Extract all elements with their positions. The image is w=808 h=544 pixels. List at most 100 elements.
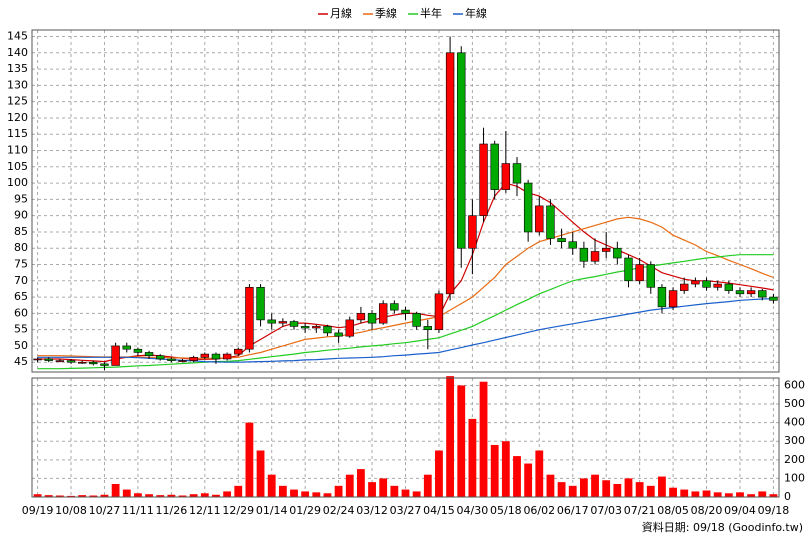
x-tick-label: 04/30 — [457, 504, 489, 517]
x-tick-label: 01/14 — [256, 504, 288, 517]
y-tick-label: 50 — [14, 339, 28, 352]
candle-body — [256, 287, 265, 321]
candle-body — [156, 355, 165, 360]
volume-bar — [111, 483, 120, 497]
x-tick-label: 12/29 — [222, 504, 254, 517]
volume-bar — [635, 482, 644, 497]
legend-label: 季線 — [375, 6, 397, 20]
candle-body — [501, 163, 511, 190]
candle-body — [758, 290, 767, 298]
candle-body — [66, 360, 76, 363]
volume-bar — [669, 487, 677, 497]
candle-body — [613, 247, 622, 259]
y2-tick-label: 300 — [784, 434, 805, 447]
candle-body — [713, 283, 722, 288]
volume-bar — [736, 492, 744, 497]
volume-bar — [290, 489, 298, 497]
y-tick-label: 125 — [7, 95, 28, 108]
legend-label: 年線 — [465, 6, 487, 20]
volume-bar — [435, 450, 443, 497]
volume-bar — [446, 376, 454, 497]
candle-body — [345, 319, 354, 337]
candle-body — [33, 358, 42, 361]
candle-body — [668, 290, 678, 308]
candle-body — [769, 296, 778, 301]
candle-body — [334, 332, 343, 337]
y-tick-label: 110 — [7, 144, 28, 157]
candle-body — [356, 313, 366, 321]
volume-bar — [457, 385, 466, 497]
candle-body — [122, 345, 131, 350]
candle-body — [601, 247, 611, 252]
volume-bar — [646, 485, 655, 497]
y-tick-label: 60 — [14, 306, 28, 319]
candle-body — [434, 293, 444, 330]
candle-body — [479, 143, 488, 216]
candle-body — [234, 348, 243, 355]
candle-body — [44, 358, 53, 361]
volume-bar — [546, 474, 555, 497]
candle-body — [367, 313, 377, 324]
candle-body — [735, 290, 745, 295]
candle-body — [133, 348, 143, 353]
volume-bar — [624, 478, 633, 497]
candle-body — [568, 241, 577, 249]
y-tick-label: 95 — [14, 192, 28, 205]
volume-bar — [200, 493, 209, 497]
x-tick-label: 02/24 — [323, 504, 355, 517]
volume-bar — [724, 493, 733, 497]
candle-body — [557, 238, 566, 243]
x-tick-label: 10/27 — [89, 504, 121, 517]
volume-bar — [401, 489, 410, 497]
volume-bar — [267, 474, 276, 497]
candle-body — [646, 264, 655, 288]
x-tick-label: 01/29 — [289, 504, 321, 517]
x-tick-label: 08/05 — [657, 504, 689, 517]
y-tick-label: 70 — [14, 274, 28, 287]
x-tick-label: 07/21 — [624, 504, 656, 517]
candle-body — [278, 321, 288, 324]
candle-body — [691, 280, 700, 285]
candle-body — [211, 353, 221, 360]
volume-bar — [479, 381, 488, 497]
source-note: 資料日期: 09/18 (Goodinfo.tw) — [642, 520, 803, 534]
y2-tick-label: 0 — [784, 490, 791, 503]
candle-body — [267, 319, 276, 324]
y-tick-label: 115 — [7, 127, 28, 140]
volume-bar — [524, 463, 533, 497]
x-tick-label: 09/18 — [758, 504, 790, 517]
candle-body — [378, 303, 388, 324]
volume-bar — [33, 494, 42, 497]
y2-tick-label: 200 — [784, 453, 805, 466]
volume-bar — [167, 494, 176, 497]
y-tick-label: 80 — [14, 241, 28, 254]
candle-body — [579, 247, 589, 262]
volume-bar — [178, 495, 187, 497]
candle-body — [702, 280, 711, 288]
candle-body — [412, 313, 421, 327]
volume-bar — [357, 469, 365, 497]
candle-body — [401, 309, 410, 314]
volume-bar — [55, 495, 64, 497]
y-tick-label: 105 — [7, 160, 28, 173]
candle-body — [55, 360, 65, 362]
candle-body — [657, 287, 667, 308]
volume-bar — [100, 494, 109, 497]
y-tick-label: 55 — [14, 323, 28, 336]
x-tick-label: 03/27 — [390, 504, 422, 517]
volume-bar — [212, 494, 220, 497]
volume-bar — [390, 485, 399, 497]
candle-body — [77, 361, 87, 364]
volume-bar — [256, 450, 265, 497]
volume-bar — [189, 494, 198, 497]
candle-body — [189, 357, 198, 361]
candle-body — [746, 290, 756, 295]
candle-body — [390, 303, 399, 311]
candle-body — [523, 182, 533, 233]
volume-bar — [412, 491, 421, 497]
volume-bar — [301, 491, 310, 497]
legend-label: 月線 — [330, 6, 352, 20]
volume-bar — [713, 492, 722, 497]
